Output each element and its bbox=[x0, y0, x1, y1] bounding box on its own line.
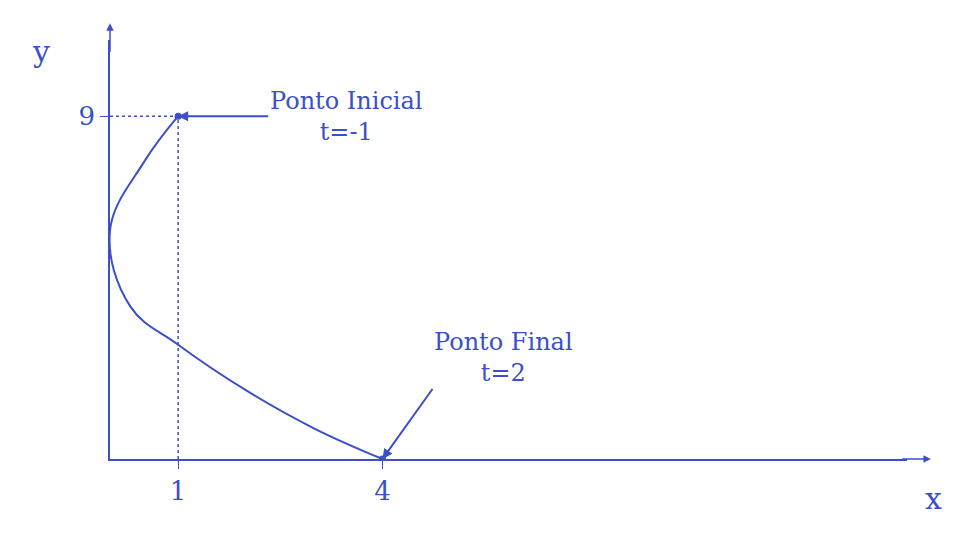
svg-text:9: 9 bbox=[79, 101, 96, 131]
svg-text:x: x bbox=[925, 481, 942, 516]
svg-text:4: 4 bbox=[374, 476, 391, 506]
svg-text:y: y bbox=[32, 34, 50, 69]
svg-text:1: 1 bbox=[170, 476, 187, 506]
svg-text:Ponto Finalt=2: Ponto Finalt=2 bbox=[434, 328, 573, 387]
svg-text:Ponto Inicialt=-1: Ponto Inicialt=-1 bbox=[270, 87, 423, 146]
